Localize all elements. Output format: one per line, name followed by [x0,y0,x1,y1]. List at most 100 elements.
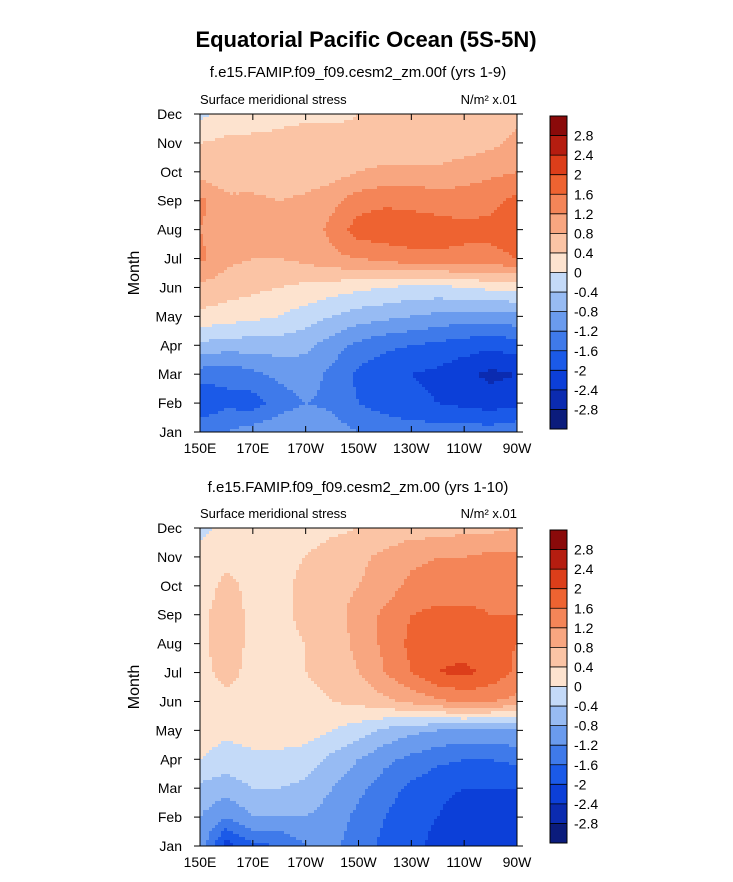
heatmap-cell [389,129,393,133]
heatmap-cell [476,216,480,220]
heatmap-cell [332,210,336,214]
heatmap-cell [248,210,252,214]
heatmap-cell [323,198,327,202]
heatmap-cell [392,153,396,157]
heatmap-cell [356,180,360,184]
heatmap-cell [209,117,213,121]
heatmap-cell [494,123,498,127]
heatmap-cell [407,243,411,247]
heatmap-cell [467,183,471,187]
heatmap-cell [515,252,518,256]
heatmap-cell [512,204,516,208]
heatmap-cell [200,189,204,193]
heatmap-cell [491,114,495,118]
heatmap-cell [434,144,438,148]
heatmap-cell [437,159,441,163]
heatmap-cell [260,231,264,235]
heatmap-cell [227,189,231,193]
heatmap-cell [344,171,348,175]
heatmap-cell [488,246,492,250]
heatmap-cell [239,201,243,205]
heatmap-cell [461,117,465,121]
heatmap-cell [269,168,273,172]
heatmap-cell [338,186,342,190]
heatmap-cell [362,114,366,118]
heatmap-cell [311,234,315,238]
heatmap-cell [218,162,222,166]
heatmap-cell [341,219,345,223]
heatmap-cell [308,216,312,220]
heatmap-cell [491,168,495,172]
heatmap-cell [455,180,459,184]
heatmap-cell [386,162,390,166]
heatmap-cell [428,168,432,172]
heatmap-cell [446,129,450,133]
heatmap-cell [272,222,276,226]
heatmap-cell [332,120,336,124]
heatmap-cell [284,243,288,247]
heatmap-cell [341,216,345,220]
heatmap-cell [479,132,483,136]
heatmap-cell [314,153,318,157]
heatmap-cell [317,228,321,232]
heatmap-cell [509,213,513,217]
heatmap-cell [212,144,216,148]
heatmap-cell [506,123,510,127]
heatmap-cell [284,207,288,211]
heatmap-cell [257,156,261,160]
heatmap-cell [338,252,342,256]
heatmap-cell [485,159,489,163]
heatmap-cell [263,201,267,205]
heatmap-cell [248,144,252,148]
heatmap-cell [284,135,288,139]
heatmap-cell [380,114,384,118]
heatmap-cell [434,243,438,247]
heatmap-cell [479,225,483,229]
heatmap-cell [446,153,450,157]
heatmap-cell [308,189,312,193]
heatmap-cell [287,189,291,193]
heatmap-cell [227,255,231,259]
heatmap-cell [302,150,306,154]
heatmap-cell [278,225,282,229]
heatmap-cell [266,219,270,223]
heatmap-cell [371,252,375,256]
heatmap-cell [389,213,393,217]
heatmap-cell [266,228,270,232]
heatmap-cell [452,183,456,187]
heatmap-cell [269,183,273,187]
heatmap-cell [206,120,210,124]
heatmap-cell [413,126,417,130]
heatmap-cell [305,204,309,208]
heatmap-cell [209,204,213,208]
heatmap-cell [242,246,246,250]
heatmap-cell [509,171,513,175]
heatmap-cell [308,246,312,250]
heatmap-cell [422,132,426,136]
heatmap-cell [494,189,498,193]
heatmap-cell [200,210,204,214]
heatmap-cell [356,195,360,199]
heatmap-cell [425,177,429,181]
heatmap-cell [512,246,516,250]
heatmap-cell [452,159,456,163]
heatmap-cell [239,210,243,214]
heatmap-cell [338,189,342,193]
heatmap-cell [344,141,348,145]
heatmap-cell [263,231,267,235]
heatmap-cell [302,234,306,238]
heatmap-cell [443,228,447,232]
heatmap-cell [263,129,267,133]
heatmap-cell [452,153,456,157]
heatmap-cell [473,231,477,235]
heatmap-cell [410,138,414,142]
heatmap-cell [305,222,309,226]
heatmap-cell [257,147,261,151]
heatmap-cell [296,141,300,145]
heatmap-cell [455,225,459,229]
heatmap-cell [470,240,474,244]
heatmap-cell [281,249,285,253]
heatmap-cell [476,126,480,130]
heatmap-cell [410,201,414,205]
heatmap-cell [320,249,324,253]
